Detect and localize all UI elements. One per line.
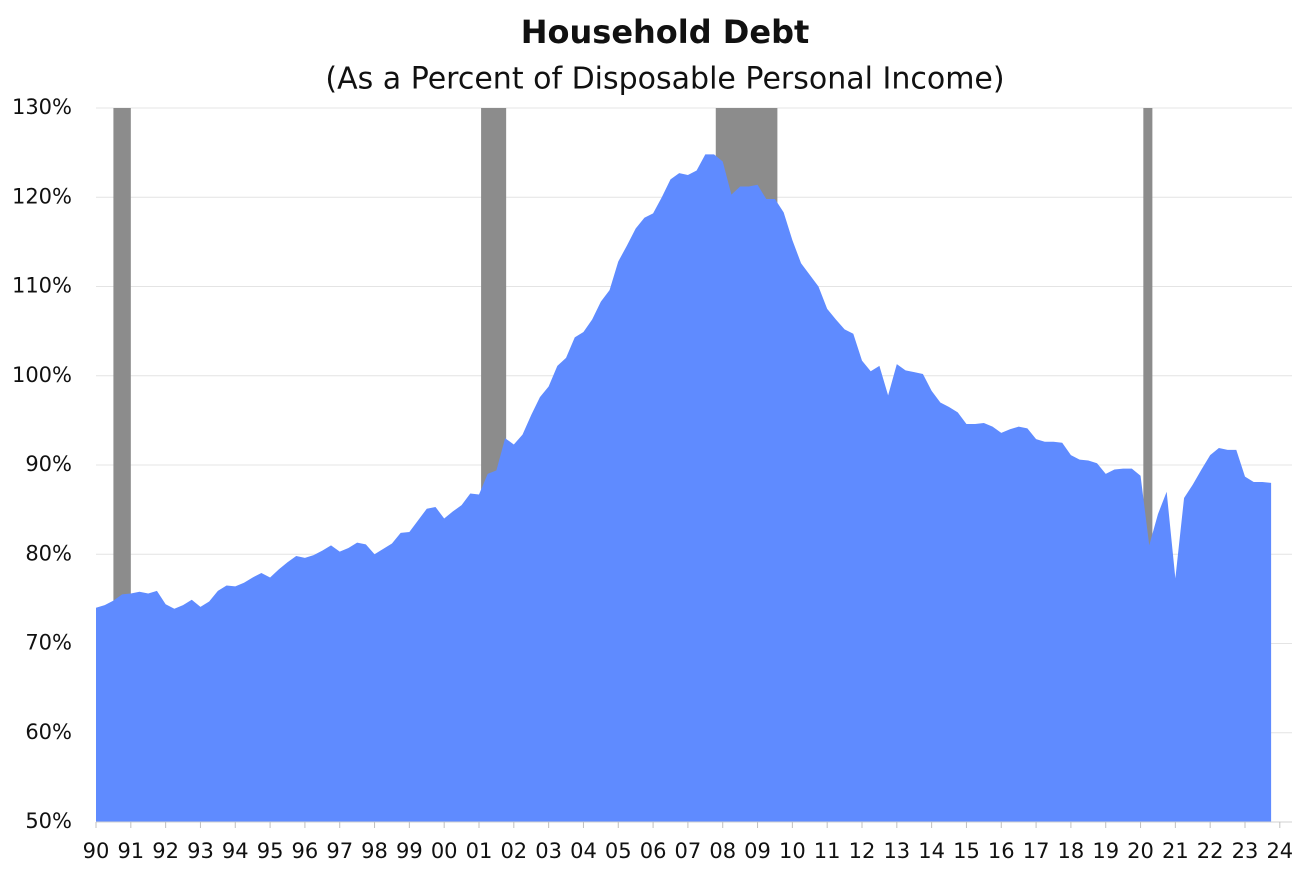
x-tick-label: 90 bbox=[83, 839, 110, 863]
chart-title: Household Debt bbox=[521, 13, 810, 51]
x-tick-label: 04 bbox=[570, 839, 597, 863]
y-tick-label: 50% bbox=[25, 809, 72, 833]
x-tick-label: 02 bbox=[500, 839, 527, 863]
chart-subtitle: (As a Percent of Disposable Personal Inc… bbox=[325, 62, 1004, 97]
x-tick-label: 14 bbox=[918, 839, 945, 863]
x-tick-label: 94 bbox=[222, 839, 249, 863]
x-tick-label: 11 bbox=[814, 839, 841, 863]
x-tick-label: 16 bbox=[988, 839, 1015, 863]
x-tick-label: 91 bbox=[117, 839, 144, 863]
area bbox=[96, 154, 1272, 822]
x-tick-label: 98 bbox=[361, 839, 388, 863]
x-tick-label: 22 bbox=[1197, 839, 1224, 863]
x-tick-label: 13 bbox=[883, 839, 910, 863]
x-tick-label: 92 bbox=[152, 839, 179, 863]
x-tick-label: 20 bbox=[1127, 839, 1154, 863]
y-tick-label: 70% bbox=[25, 631, 72, 655]
y-tick-label: 130% bbox=[12, 95, 72, 119]
y-tick-label: 80% bbox=[25, 541, 72, 565]
x-tick-label: 17 bbox=[1023, 839, 1050, 863]
x-tick-label: 93 bbox=[187, 839, 214, 863]
x-tick-label: 95 bbox=[257, 839, 284, 863]
x-tick-label: 09 bbox=[744, 839, 771, 863]
y-tick-label: 90% bbox=[25, 452, 72, 476]
x-tick-label: 01 bbox=[466, 839, 493, 863]
x-tick-label: 24 bbox=[1266, 839, 1293, 863]
x-tick-label: 18 bbox=[1058, 839, 1085, 863]
recession-band bbox=[1143, 108, 1153, 822]
x-tick-label: 06 bbox=[640, 839, 667, 863]
y-tick-label: 100% bbox=[12, 363, 72, 387]
x-tick-label: 96 bbox=[292, 839, 319, 863]
x-tick-label: 10 bbox=[779, 839, 806, 863]
x-tick-label: 19 bbox=[1092, 839, 1119, 863]
x-tick-label: 99 bbox=[396, 839, 423, 863]
y-tick-label: 60% bbox=[25, 720, 72, 744]
x-tick-label: 97 bbox=[326, 839, 353, 863]
x-tick-label: 07 bbox=[675, 839, 702, 863]
x-tick-label: 21 bbox=[1162, 839, 1189, 863]
x-tick-label: 12 bbox=[849, 839, 876, 863]
y-tick-label: 120% bbox=[12, 184, 72, 208]
x-tick-label: 23 bbox=[1232, 839, 1259, 863]
y-tick-label: 110% bbox=[12, 274, 72, 298]
x-tick-label: 03 bbox=[535, 839, 562, 863]
x-tick-label: 00 bbox=[431, 839, 458, 863]
x-tick-label: 15 bbox=[953, 839, 980, 863]
x-tick-label: 08 bbox=[709, 839, 736, 863]
x-tick-label: 05 bbox=[605, 839, 632, 863]
